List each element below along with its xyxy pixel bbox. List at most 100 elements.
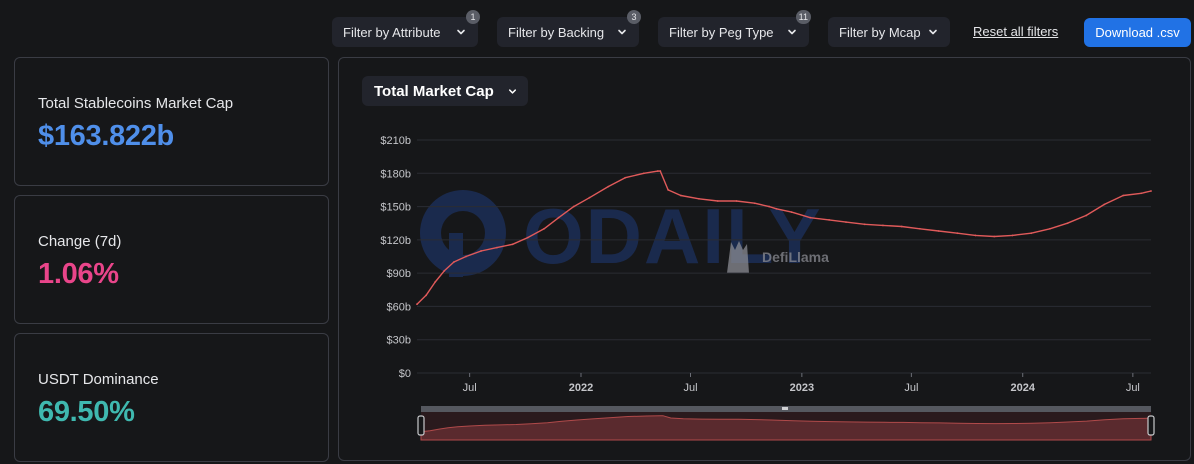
data-point	[974, 234, 977, 237]
data-point	[465, 255, 467, 258]
y-tick-label: $150b	[380, 202, 411, 214]
data-point	[1030, 232, 1033, 235]
filter-by-peg-type-label: Filter by Peg Type	[669, 24, 774, 40]
y-tick-label: $30b	[387, 335, 411, 347]
brush-left-handle[interactable]	[417, 415, 425, 436]
chart-panel: Total Market Cap ODAILY DefiLlama $0 $30b…	[338, 57, 1191, 461]
data-point	[679, 194, 682, 197]
data-point	[588, 196, 591, 199]
data-point	[918, 227, 921, 230]
data-point	[716, 200, 719, 202]
x-tick-label: Jul	[1126, 382, 1140, 394]
data-point	[667, 189, 670, 191]
data-point	[956, 232, 959, 235]
filter-by-backing-button[interactable]: Filter by Backing 3	[497, 10, 641, 47]
filter-by-attribute-button[interactable]: Filter by Attribute 1	[332, 10, 480, 47]
range-brush[interactable]	[417, 406, 1155, 441]
download-csv-button[interactable]: Download .csv	[1084, 18, 1191, 47]
usdt-dominance-value: 69.50%	[38, 396, 135, 428]
filter-count-badge: 3	[627, 10, 641, 24]
data-point	[735, 200, 738, 202]
data-point	[809, 216, 812, 219]
data-point	[1049, 227, 1051, 230]
data-point	[443, 270, 446, 272]
filter-count-badge: 11	[795, 10, 811, 24]
change-7d-label: Change (7d)	[38, 233, 122, 250]
data-point	[1103, 203, 1106, 206]
total-market-cap-card: Total Stablecoins Market Cap $163.822b	[14, 57, 329, 186]
data-point	[656, 170, 659, 172]
change-7d-value: 1.06%	[38, 258, 119, 290]
brush-area	[420, 415, 1152, 441]
chart-grid	[417, 139, 1151, 374]
x-tick-label: Jul	[683, 382, 697, 394]
data-point	[900, 225, 903, 228]
data-point	[495, 246, 498, 249]
y-tick-label: $90b	[387, 268, 411, 280]
data-point	[753, 202, 756, 205]
data-point	[453, 261, 455, 263]
chevron-down-icon	[508, 89, 517, 94]
y-tick-label: $210b	[380, 135, 411, 147]
y-tick-label: $180b	[380, 168, 411, 180]
usdt-dominance-card: USDT Dominance 69.50%	[14, 333, 329, 462]
data-point	[643, 172, 645, 175]
data-point	[1150, 190, 1152, 192]
data-point	[1085, 214, 1088, 217]
data-point	[607, 185, 610, 188]
x-axis: Jul 2022 Jul 2023 Jul 2024 Jul	[463, 373, 1140, 394]
data-point	[768, 205, 771, 208]
chevron-down-icon	[788, 29, 796, 35]
data-point	[511, 243, 514, 246]
brush-grip-icon	[782, 407, 788, 410]
llama-icon	[727, 241, 749, 273]
y-tick-label: $60b	[387, 301, 411, 313]
chevron-down-icon	[618, 29, 626, 35]
y-tick-label: $0	[399, 368, 411, 380]
data-point	[790, 211, 793, 214]
filter-by-peg-type-button[interactable]: Filter by Peg Type 11	[658, 10, 811, 47]
total-market-cap-value: $163.822b	[38, 120, 174, 152]
x-tick-label: 2023	[790, 382, 814, 394]
data-point	[1140, 192, 1143, 195]
filter-by-backing-label: Filter by Backing	[508, 24, 605, 40]
chevron-down-icon	[457, 29, 465, 35]
y-axis: $0 $30b $60b $90b $120b $150b $180b $210b	[380, 135, 411, 380]
x-tick-label: 2024	[1010, 382, 1035, 394]
usdt-dominance-label: USDT Dominance	[38, 371, 159, 388]
data-point	[659, 170, 662, 172]
data-point	[480, 250, 483, 252]
odaily-logo-stem-icon	[449, 233, 463, 277]
defillama-watermark: DefiLlama	[727, 241, 829, 273]
series-layer	[416, 170, 1152, 306]
data-point	[624, 176, 627, 179]
series-line-0	[416, 170, 1152, 305]
data-point	[526, 236, 529, 239]
data-point	[425, 294, 427, 297]
filter-by-mcap-label: Filter by Mcap	[839, 24, 921, 40]
data-point	[557, 216, 560, 219]
data-point	[434, 281, 437, 283]
watermark: ODAILY	[420, 190, 821, 280]
brush-right-handle[interactable]	[1147, 415, 1155, 436]
data-point	[416, 303, 418, 306]
total-market-cap-label: Total Stablecoins Market Cap	[38, 95, 234, 112]
data-point	[882, 224, 884, 227]
reset-all-filters-link[interactable]: Reset all filters	[973, 24, 1059, 39]
chevron-down-icon	[929, 29, 937, 35]
data-point	[1066, 222, 1069, 225]
chart-type-select-label: Total Market Cap	[374, 82, 494, 100]
x-tick-label: Jul	[463, 382, 477, 394]
data-point	[775, 207, 778, 210]
data-point	[1122, 194, 1125, 197]
data-point	[1011, 234, 1014, 237]
filter-by-mcap-button[interactable]: Filter by Mcap	[828, 17, 950, 47]
data-point	[543, 227, 545, 230]
filter-bar: Filter by Attribute 1 Filter by Backing …	[0, 10, 1194, 47]
chart-type-select[interactable]: Total Market Cap	[362, 76, 528, 106]
market-cap-chart: ODAILY DefiLlama $0 $30b $60b $90b $120b $150…	[380, 135, 1155, 441]
data-point	[572, 205, 575, 208]
data-point	[937, 230, 940, 232]
data-point	[698, 197, 700, 200]
data-point	[828, 218, 830, 221]
